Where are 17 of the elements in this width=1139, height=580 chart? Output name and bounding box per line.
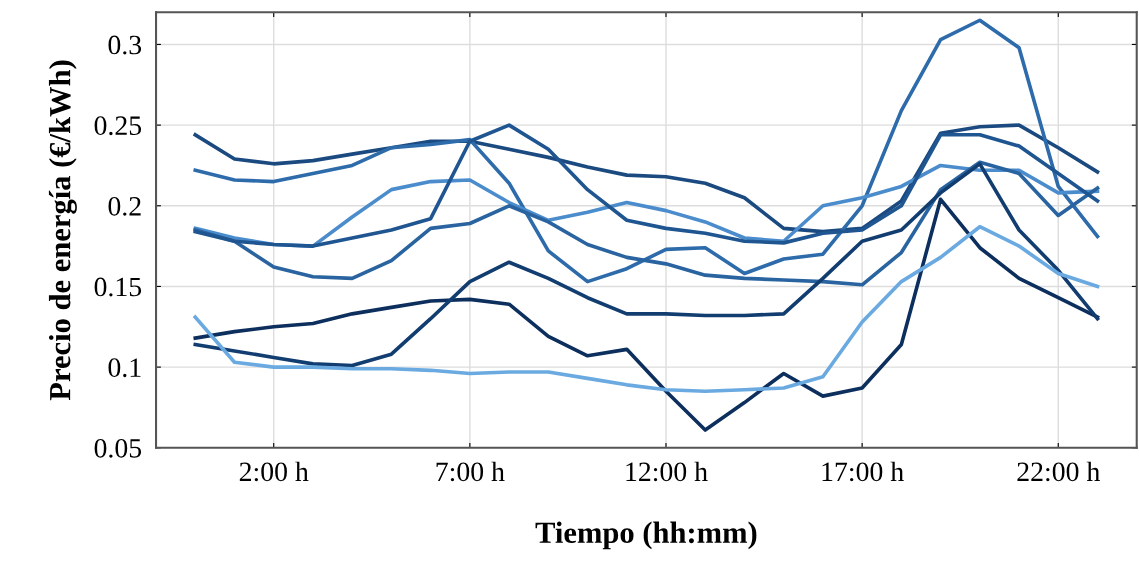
x-tick-label: 2:00 h [239,461,309,482]
y-tick-label: 0.3 [108,35,142,55]
line-series [193,162,1100,368]
y-axis-title: Precio de energía (€/kWh) [48,60,77,401]
y-tick-label: 0.05 [94,438,142,458]
y-tick-label: 0.2 [108,196,141,216]
x-tick-label: 7:00 h [436,461,505,482]
y-tick-label: 0.1 [108,358,141,378]
line-series [193,224,1100,394]
x-tick-label: 12:00 h [626,461,708,482]
y-tick-label: 0.15 [94,277,142,297]
x-tick-label: 22:00 h [1017,461,1100,482]
x-tick-label: 17:00 h [822,461,904,482]
x-axis-title: Tiempo (hh:mm) [535,521,757,550]
line-series [193,18,1100,284]
line-series [193,197,1100,432]
y-tick-label: 0.25 [94,116,142,136]
